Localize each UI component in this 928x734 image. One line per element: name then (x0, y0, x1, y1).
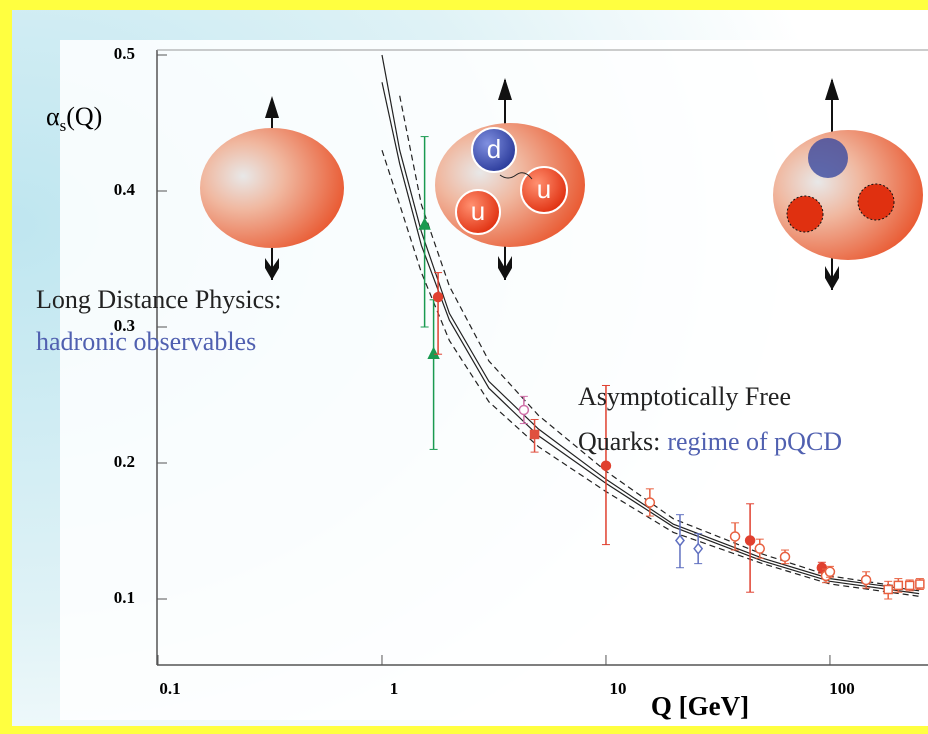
y-tick-label: 0.5 (114, 44, 135, 63)
marker (883, 584, 893, 595)
quark-illustration (435, 78, 585, 280)
plot-area: 0.1 0.2 0.3 0.4 0.5 0.1 1 10 100 (114, 44, 925, 698)
x-axis-label: Q [GeV] (651, 691, 749, 721)
marker (427, 346, 440, 359)
annotation: Long Distance Physics: (36, 285, 282, 314)
marker (904, 580, 915, 591)
marker (754, 543, 766, 554)
quark-label: u (537, 174, 551, 204)
y-tick-label: 0.3 (114, 316, 135, 335)
marker (518, 404, 530, 416)
marker (893, 580, 904, 591)
annotation: Quarks: regime of pQCD (578, 427, 842, 456)
quark-label: d (487, 134, 501, 164)
curve (399, 95, 920, 591)
annotation: Asymptotically Free (578, 382, 791, 411)
quark-label: u (471, 196, 485, 226)
curve (381, 54, 920, 592)
annotation-part: Quarks: (578, 427, 660, 456)
marker (779, 551, 791, 563)
annotation: hadronic observables (36, 327, 256, 356)
marker (693, 542, 704, 555)
marker (860, 574, 872, 586)
marker (816, 562, 828, 573)
x-tick-label: 10 (609, 679, 626, 698)
y-tick-label: 0.2 (114, 452, 135, 471)
marker (824, 566, 836, 578)
y-tick-label: 0.4 (114, 180, 136, 199)
marker (644, 497, 656, 508)
marker (744, 535, 756, 546)
y-tick-label: 0.1 (114, 588, 135, 607)
y-label-sub: s (60, 116, 67, 135)
curve (381, 150, 920, 597)
hadron-illustration (200, 96, 344, 280)
pqcd-illustration (773, 78, 923, 290)
marker (600, 460, 612, 471)
x-tick-label: 0.1 (159, 679, 180, 698)
marker (432, 291, 444, 303)
marker (418, 217, 431, 230)
marker (729, 531, 741, 542)
y-label-tail: (Q) (66, 102, 102, 131)
marker (915, 579, 925, 589)
x-tick-label: 100 (829, 679, 855, 698)
marker (529, 429, 540, 440)
y-axis-label: αs(Q) (46, 102, 102, 135)
marker (675, 534, 685, 547)
x-tick-label: 1 (390, 679, 399, 698)
annotation-part: regime of pQCD (667, 427, 842, 456)
y-label-symbol: α (46, 102, 60, 131)
